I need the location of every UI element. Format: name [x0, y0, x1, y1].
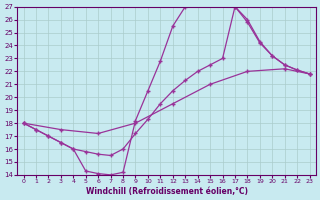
X-axis label: Windchill (Refroidissement éolien,°C): Windchill (Refroidissement éolien,°C) [85, 187, 248, 196]
